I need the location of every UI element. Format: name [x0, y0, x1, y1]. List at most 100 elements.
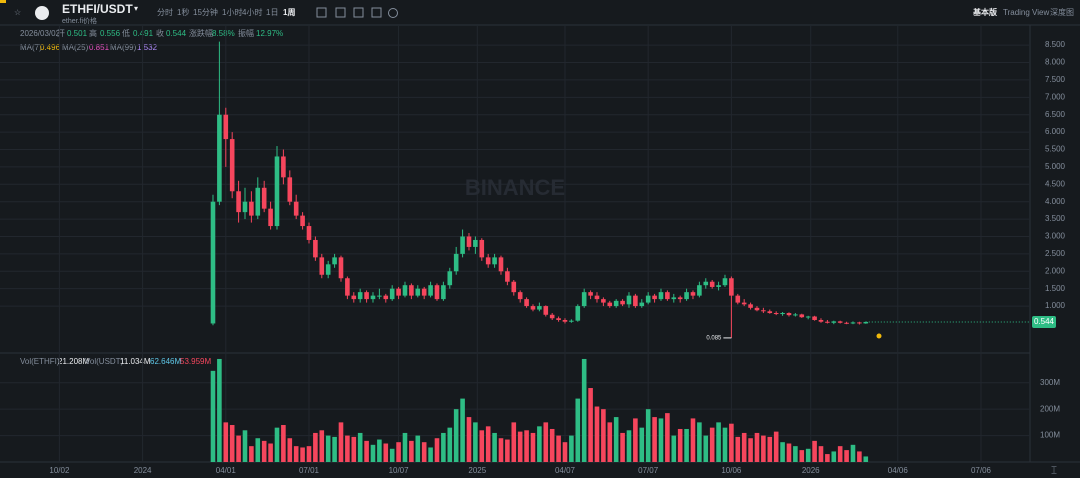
candle-body: [511, 281, 517, 293]
timeframe[interactable]: 15分钟: [193, 7, 218, 17]
volume-bar: [460, 398, 465, 462]
candle-body: [613, 300, 619, 307]
timeframe[interactable]: 分时: [157, 7, 173, 17]
volume-bar: [351, 436, 357, 462]
view-tab[interactable]: Trading View: [1003, 8, 1049, 17]
tool-icon[interactable]: [388, 8, 398, 18]
x-tick-label: 04/07: [555, 466, 576, 475]
candle-body: [677, 297, 683, 300]
volume-bar: [530, 432, 536, 462]
volume-bar: [223, 422, 229, 462]
candle-body: [485, 257, 491, 265]
candle-body: [716, 285, 721, 287]
coin-logo: [35, 6, 49, 20]
volume-bar: [729, 423, 734, 462]
timeframe[interactable]: 1日: [266, 8, 278, 17]
candle-body: [223, 114, 229, 140]
tool-icon[interactable]: [316, 7, 327, 18]
candle-body: [626, 295, 632, 305]
volume-bar: [421, 442, 427, 462]
volume-bar: [690, 418, 696, 462]
star-icon[interactable]: ☆: [14, 8, 21, 17]
info-label: 开: [57, 29, 65, 38]
ma-label: MA(7): [20, 43, 42, 52]
candle-body: [735, 295, 741, 303]
event-dot[interactable]: [876, 333, 882, 339]
y-tick-label: 8.000: [1045, 58, 1066, 67]
candle-body: [805, 316, 811, 318]
info-label: 振幅: [238, 28, 254, 38]
y-tick-label: 2.500: [1045, 249, 1066, 258]
timeframe[interactable]: 4小时: [242, 7, 262, 17]
volume-bar: [773, 431, 779, 462]
watermark: BINANCE: [465, 175, 565, 200]
candle-body: [274, 156, 280, 227]
candle-body: [409, 285, 414, 296]
view-tab-active[interactable]: 基本版: [972, 7, 997, 17]
symbol[interactable]: ETHFI/USDT: [62, 2, 133, 16]
candle-body: [773, 313, 779, 315]
volume-bar: [281, 425, 286, 462]
candle-body: [415, 288, 421, 296]
candle-body: [428, 285, 433, 296]
y-tick-label: 2.000: [1045, 266, 1066, 275]
timeframe[interactable]: 1小时: [222, 7, 242, 17]
candle-body: [665, 292, 670, 300]
volume-bar: [812, 440, 817, 462]
tool-icon[interactable]: [371, 7, 382, 18]
candle-body: [645, 295, 651, 303]
volume-bar: [620, 432, 625, 462]
volume-bar: [844, 450, 849, 462]
volume-bar: [716, 422, 721, 462]
x-tick-label: 10/07: [389, 466, 410, 475]
x-tick-label: 07/06: [971, 466, 992, 475]
timeframe-active[interactable]: 1周: [283, 8, 295, 17]
candle-body: [453, 253, 459, 272]
x-tick-label: 10/02: [49, 466, 70, 475]
candle-body: [364, 292, 369, 300]
volume-bar: [665, 413, 670, 462]
axis-settings[interactable]: ⌶: [1051, 466, 1057, 477]
candle-body: [863, 321, 869, 324]
volume-bar: [805, 448, 811, 462]
x-tick-label: 2026: [802, 466, 820, 475]
volume-bar: [261, 440, 267, 462]
candle-body: [556, 318, 561, 320]
view-tab[interactable]: 深度图: [1050, 7, 1074, 17]
candle-body: [287, 177, 293, 202]
x-tick-label: 2024: [134, 466, 152, 475]
volume-bar: [543, 422, 549, 462]
candle-body: [837, 321, 843, 323]
vol-value: 53.959M: [180, 357, 211, 366]
ma-label: MA(99): [110, 43, 137, 52]
symbol-dropdown[interactable]: ▾: [134, 4, 138, 13]
volume-bar: [684, 428, 689, 462]
volume-bar: [453, 409, 459, 462]
x-tick-label: 07/01: [299, 466, 320, 475]
candle-body: [671, 297, 677, 300]
volume-bar: [658, 418, 664, 462]
candle-body: [620, 300, 625, 305]
candle-body: [690, 292, 696, 296]
y-tick-label: 200M: [1040, 404, 1060, 413]
volume-bar: [799, 450, 805, 462]
volume-bar: [434, 438, 440, 462]
candle-body: [684, 292, 689, 300]
timeframe[interactable]: 1秒: [177, 7, 189, 17]
volume-bar: [236, 435, 241, 462]
candle-body: [652, 295, 657, 300]
volume-bar: [607, 422, 613, 462]
volume-bar: [703, 435, 709, 462]
tool-icon[interactable]: [335, 7, 346, 18]
candle-body: [229, 139, 235, 192]
candle-body: [729, 278, 734, 296]
info-value: 0.556: [100, 29, 121, 38]
candle-body: [741, 302, 747, 305]
candle-body: [421, 288, 427, 296]
tool-icon[interactable]: [353, 7, 364, 18]
x-tick-label: 04/06: [888, 466, 909, 475]
y-tick-label: 5.000: [1045, 162, 1066, 171]
candle-body: [748, 304, 753, 308]
candle-body: [293, 201, 299, 216]
